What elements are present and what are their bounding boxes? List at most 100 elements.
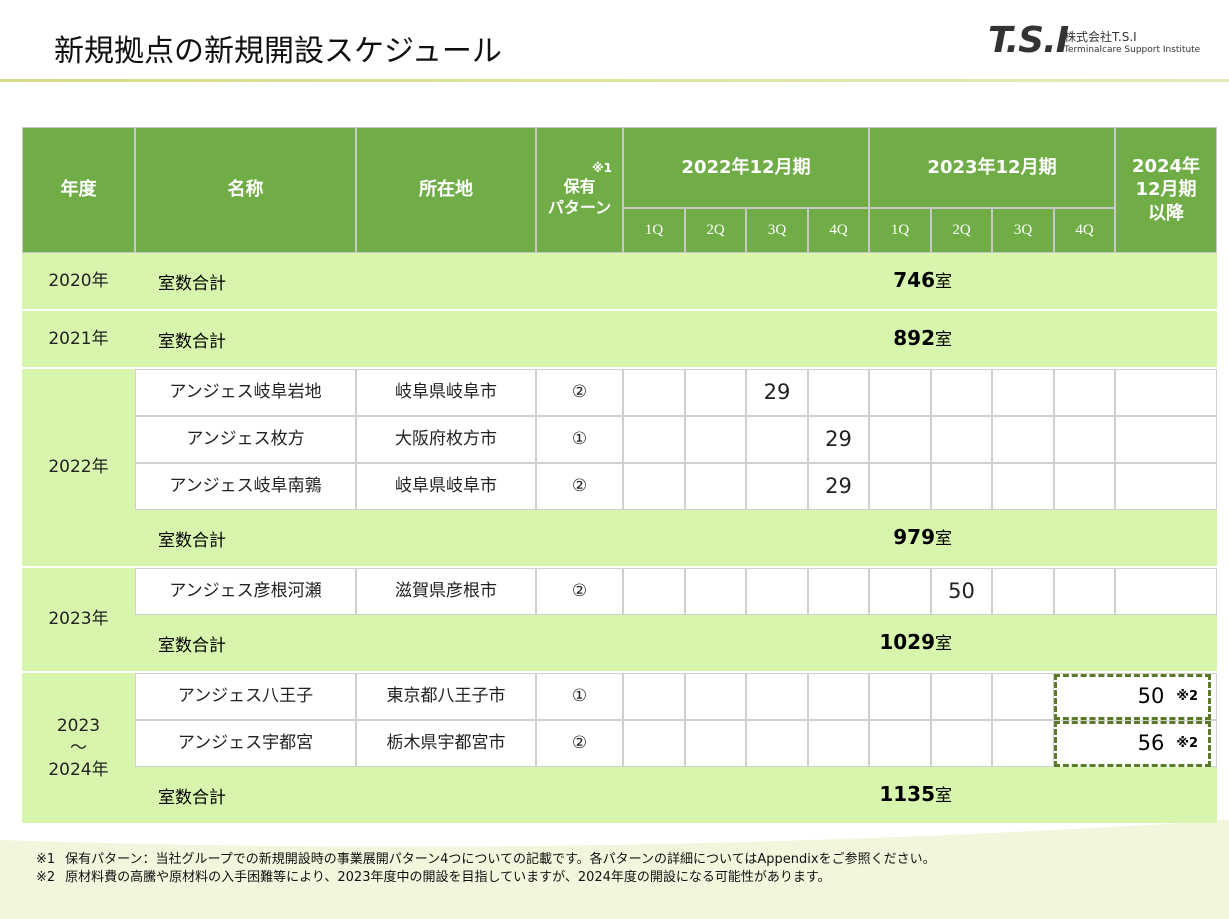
header-cell: 4Q [1054,208,1115,253]
cell: ① [536,416,623,463]
cell: ① [536,673,623,720]
cell [808,673,869,720]
quarter-label: 3Q [1013,221,1033,238]
cell [685,463,746,510]
period-label: 2023年12月期 [927,156,1057,178]
quarter-label: 2Q [706,221,725,238]
cell: アンジェス岐阜岩地 [135,369,356,416]
total-row [135,615,1217,671]
total-value: 1135 [879,782,935,806]
cell: 50 ※2 [1054,674,1211,720]
total-label: 室数合計 [158,531,226,551]
header-cell: 2Q [685,208,746,253]
total-value: 892 [893,326,935,350]
note-mark: ※2 [1176,735,1198,751]
year-cell: 2023 ～ 2024年 [22,673,135,823]
cell [623,720,685,767]
cell [808,720,869,767]
cell: 大阪府枚方市 [356,416,536,463]
total-label: 室数合計 [158,274,226,294]
total-label: 室数合計 [158,636,226,656]
room-count: 56 [1137,731,1165,756]
header-cell: ※1 保有 パターン [536,127,623,253]
cell [685,568,746,615]
year-label: 2024年 [48,760,109,781]
year-cell: 2021年 [22,311,135,367]
total-unit: 室 [935,529,952,549]
cell [746,720,808,767]
cell [992,673,1054,720]
cell: 29 [746,369,808,416]
cell: ② [536,369,623,416]
header-cell: 所在地 [356,127,536,253]
cell: 56 ※2 [1054,721,1211,767]
cell [623,416,685,463]
total-unit: 室 [935,330,952,350]
header-cell: 名称 [135,127,356,253]
company-name-en: Terminalcare Support Institute [1064,45,1201,55]
cell [1115,463,1217,510]
cell [931,463,992,510]
cell: アンジェス枚方 [135,416,356,463]
room-count: 50 [948,578,975,603]
header-cell: 3Q [746,208,808,253]
total-row [135,510,1217,566]
cell [746,463,808,510]
header-rule [0,79,1229,82]
pattern: ② [571,382,588,403]
cell: ② [536,568,623,615]
header-cell: 1Q [869,208,931,253]
cell: 滋賀県彦根市 [356,568,536,615]
cell [1054,369,1115,416]
quarter-label: 1Q [644,221,664,238]
cell [623,568,685,615]
period-label: 2022年12月期 [681,156,811,178]
cell [623,369,685,416]
facility-name: アンジェス宇都宮 [177,733,314,754]
cell: 栃木県宇都宮市 [356,720,536,767]
room-count: 50 [1137,684,1165,709]
total-unit: 室 [935,634,952,654]
note-mark: ※2 [1176,688,1198,704]
cell [1054,568,1115,615]
year-label: ～ [70,737,87,758]
facility-location: 岐阜県岐阜市 [395,476,497,497]
company-name: 株式会社T.S.I [1064,30,1137,44]
header-cell: 4Q [808,208,869,253]
total: 1135室 [852,781,952,811]
total-value: 746 [893,268,935,292]
total-unit: 室 [935,786,952,806]
cell: 29 [808,416,869,463]
cell [746,416,808,463]
cell: アンジェス八王子 [135,673,356,720]
pattern: ① [571,429,588,450]
facility-name: アンジェス岐阜南鶉 [169,476,322,497]
year-cell: 2023年 [22,568,135,671]
cell: ② [536,720,623,767]
footer-wave [0,820,1229,919]
cell [869,463,931,510]
facility-location: 滋賀県彦根市 [395,581,497,602]
header-later: 12月期 [1135,179,1197,201]
total-row [135,311,1217,367]
cell [623,673,685,720]
year-label: 2023 [56,715,101,736]
footnote: ※1 保有パターン：当社グループでの新規開設時の事業展開パターン4つについての記載… [36,848,936,867]
header-cell: 年度 [22,127,135,253]
footnote-mark: ※1 [36,852,56,867]
cell [685,416,746,463]
header-later: 以降 [1148,202,1184,224]
total: 1029室 [852,629,952,659]
cell [1115,369,1217,416]
cell [931,369,992,416]
room-count: 29 [825,473,852,498]
header-cell: 2023年12月期 [869,127,1115,208]
logo: T.S.I [988,20,1069,61]
facility-location: 栃木県宇都宮市 [386,733,506,754]
cell [623,463,685,510]
cell: アンジェス岐阜南鶉 [135,463,356,510]
header-cell: 2024年 12月期 以降 [1115,127,1217,253]
year-label: 2023年 [48,609,109,630]
pattern: ② [571,733,588,754]
